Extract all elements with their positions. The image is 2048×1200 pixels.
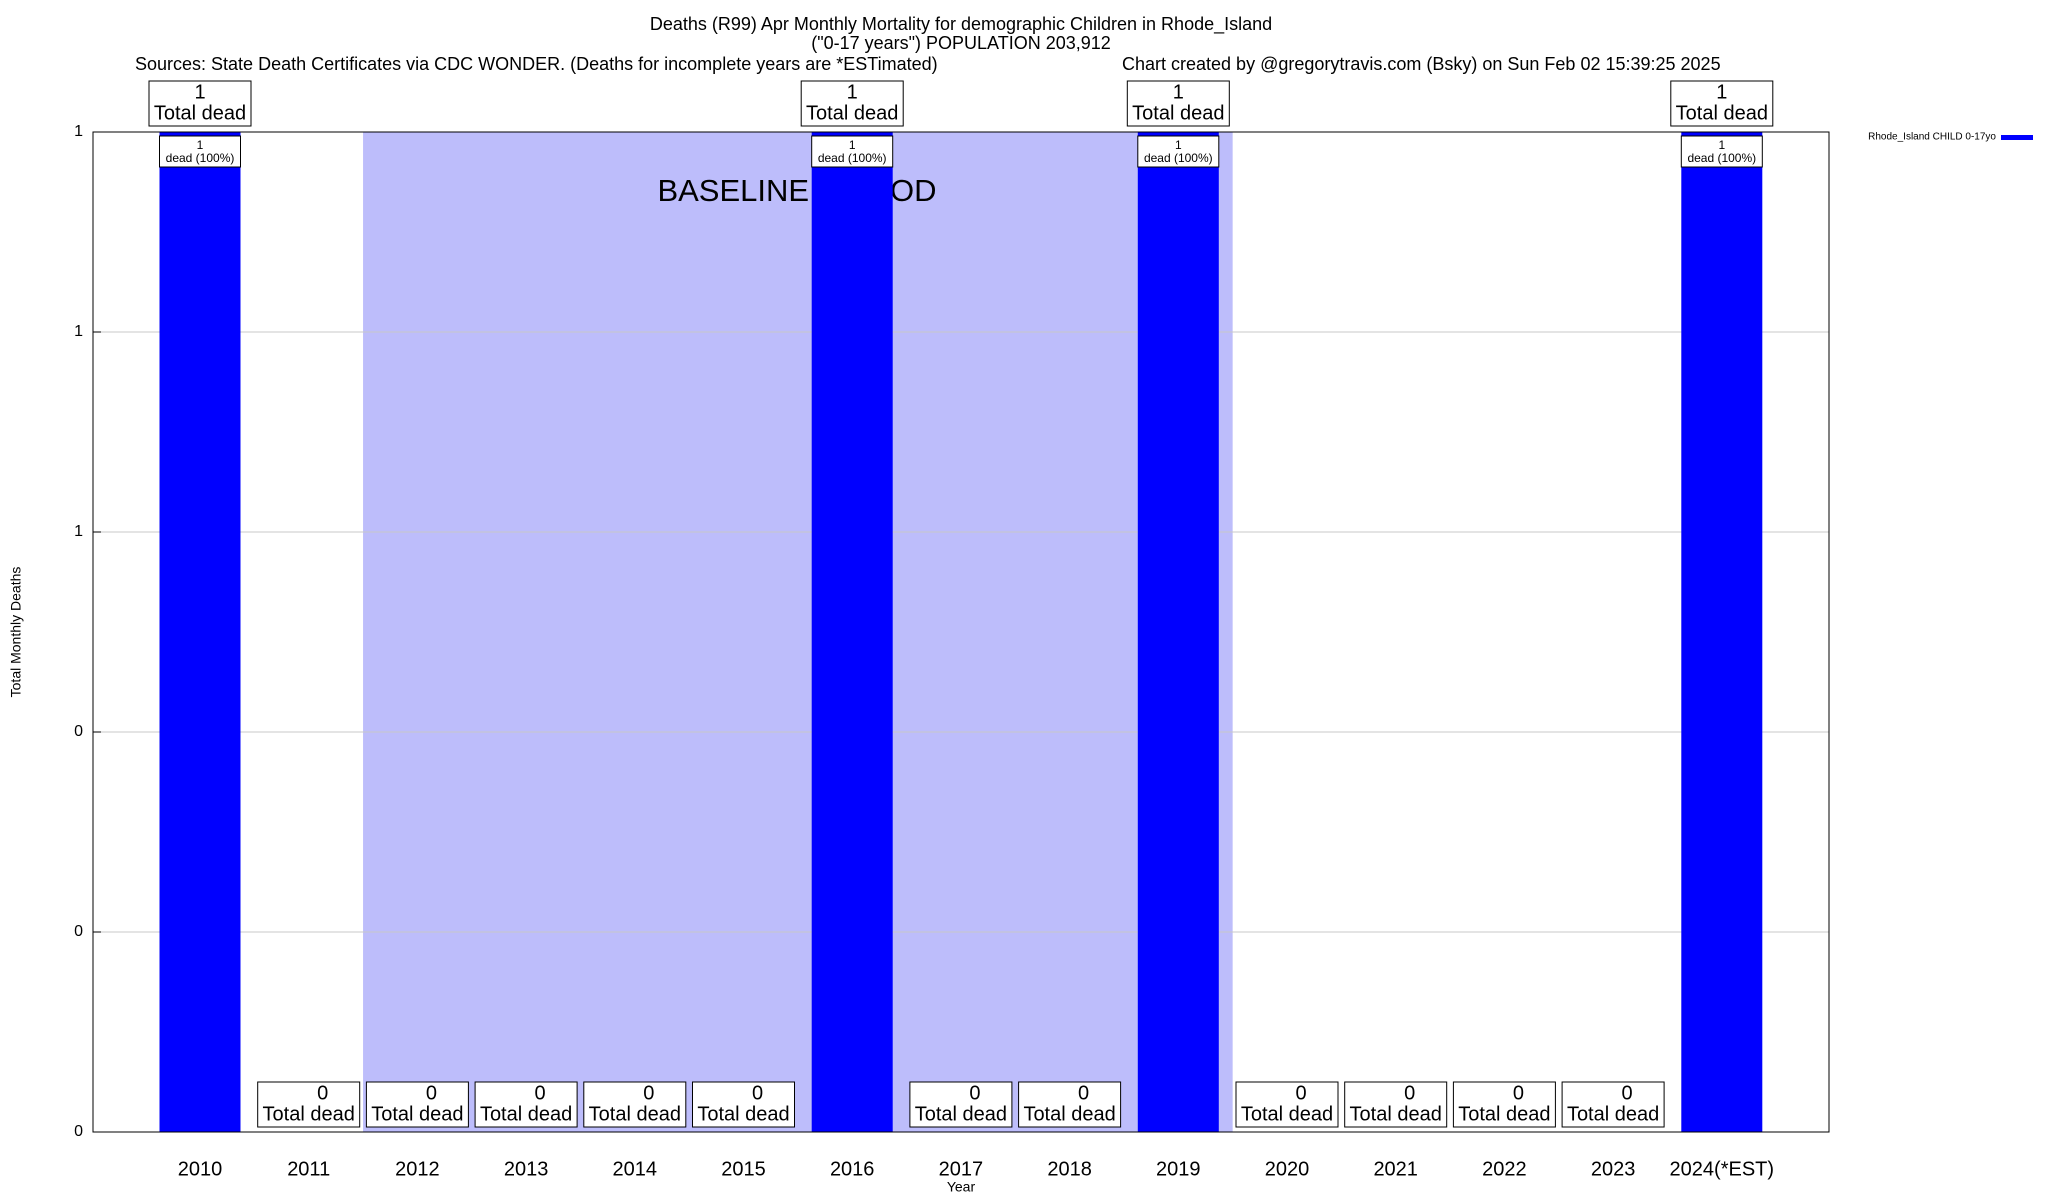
- total-label: Total dead: [1458, 1103, 1550, 1125]
- total-box: [365, 1081, 469, 1128]
- total-label: Total dead: [371, 1103, 463, 1125]
- total-label: Total dead: [1676, 102, 1768, 124]
- total-label: Total dead: [480, 1103, 572, 1125]
- total-label: Total dead: [1350, 1103, 1442, 1125]
- total-label: Total dead: [915, 1103, 1007, 1125]
- total-box: [1561, 1081, 1665, 1128]
- value-label: 0: [752, 1082, 763, 1104]
- value-label: 0: [1295, 1082, 1306, 1104]
- legend-swatch: [2001, 135, 2033, 140]
- value-label: 1: [849, 138, 856, 152]
- y-tick-label: 1: [74, 523, 83, 540]
- baseline-region: [363, 132, 1233, 1132]
- y-tick-label: 1: [74, 323, 83, 340]
- x-tick-label: 2015: [721, 1158, 766, 1180]
- total-box: [800, 80, 904, 127]
- share-label: dead (100%): [1144, 151, 1213, 165]
- share-box: [1680, 135, 1763, 168]
- sources: Sources: State Death Certificates via CD…: [135, 54, 938, 74]
- share-label: dead (100%): [1687, 151, 1756, 165]
- x-tick-label: 2024(*EST): [1670, 1158, 1775, 1180]
- value-label: 1: [1175, 138, 1182, 152]
- x-tick-label: 2020: [1265, 1158, 1310, 1180]
- baseline-label: BASELINE PERIOD: [657, 173, 936, 208]
- y-tick-label: 0: [74, 1123, 83, 1140]
- total-label: Total dead: [263, 1103, 355, 1125]
- total-label: Total dead: [154, 102, 246, 124]
- total-label: Total dead: [1567, 1103, 1659, 1125]
- chart-title: Deaths (R99) Apr Monthly Mortality for d…: [650, 14, 1272, 35]
- total-label: Total dead: [1241, 1103, 1333, 1125]
- total-box: [583, 1081, 687, 1128]
- x-tick-label: 2013: [504, 1158, 549, 1180]
- y-tick-label: 0: [74, 923, 83, 940]
- value-label: 1: [1716, 81, 1727, 103]
- x-tick-label: 2018: [1047, 1158, 1092, 1180]
- share-label: dead (100%): [818, 151, 887, 165]
- total-box: [148, 80, 252, 127]
- x-tick-label: 2014: [613, 1158, 658, 1180]
- x-tick-label: 2011: [287, 1158, 330, 1180]
- y-axis-label: Total Monthly Deaths: [8, 567, 24, 698]
- y-tick-label: 1: [74, 123, 83, 140]
- value-label: 0: [643, 1082, 654, 1104]
- bar: [1137, 132, 1219, 1132]
- value-label: 0: [317, 1082, 328, 1104]
- total-box: [1018, 1081, 1122, 1128]
- chart-subtitle: ("0-17 years") POPULATION 203,912: [811, 33, 1111, 53]
- x-tick-label: 2023: [1591, 1158, 1636, 1180]
- bar: [159, 132, 241, 1132]
- total-box: [1452, 1081, 1556, 1128]
- x-tick-label: 2021: [1373, 1158, 1418, 1180]
- value-label: 0: [1622, 1082, 1633, 1104]
- x-axis-label: Year: [947, 1179, 976, 1195]
- legend-label: Rhode_Island CHILD 0-17yo: [1868, 132, 1996, 143]
- value-label: 0: [426, 1082, 437, 1104]
- total-label: Total dead: [697, 1103, 789, 1125]
- value-label: 1: [197, 138, 204, 152]
- total-box: [257, 1081, 361, 1128]
- x-tick-label: 2022: [1482, 1158, 1527, 1180]
- y-tick-label: 0: [74, 723, 83, 740]
- x-tick-label: 2012: [395, 1158, 440, 1180]
- value-label: 1: [1173, 81, 1184, 103]
- share-box: [1137, 135, 1220, 168]
- x-tick-label: 2019: [1156, 1158, 1201, 1180]
- total-label: Total dead: [589, 1103, 681, 1125]
- value-label: 0: [535, 1082, 546, 1104]
- value-label: 1: [194, 81, 205, 103]
- value-label: 0: [1404, 1082, 1415, 1104]
- total-box: [474, 1081, 578, 1128]
- share-box: [811, 135, 894, 168]
- x-tick-label: 2016: [830, 1158, 875, 1180]
- plot-frame: [92, 131, 1830, 1133]
- total-label: Total dead: [1132, 102, 1224, 124]
- bar: [811, 132, 893, 1132]
- value-label: 0: [969, 1082, 980, 1104]
- value-label: 1: [1718, 138, 1725, 152]
- value-label: 1: [847, 81, 858, 103]
- total-box: [1344, 1081, 1448, 1128]
- total-box: [1126, 80, 1230, 127]
- value-label: 0: [1078, 1082, 1089, 1104]
- credit: Chart created by @gregorytravis.com (Bsk…: [1122, 54, 1721, 74]
- total-label: Total dead: [806, 102, 898, 124]
- x-tick-label: 2017: [939, 1158, 984, 1180]
- total-box: [909, 1081, 1013, 1128]
- total-box: [1670, 80, 1774, 127]
- x-tick-label: 2010: [178, 1158, 223, 1180]
- share-label: dead (100%): [166, 151, 235, 165]
- bar: [1681, 132, 1763, 1132]
- value-label: 0: [1513, 1082, 1524, 1104]
- total-box: [692, 1081, 795, 1128]
- total-box: [1235, 1081, 1339, 1128]
- share-box: [159, 135, 241, 168]
- total-label: Total dead: [1023, 1103, 1115, 1125]
